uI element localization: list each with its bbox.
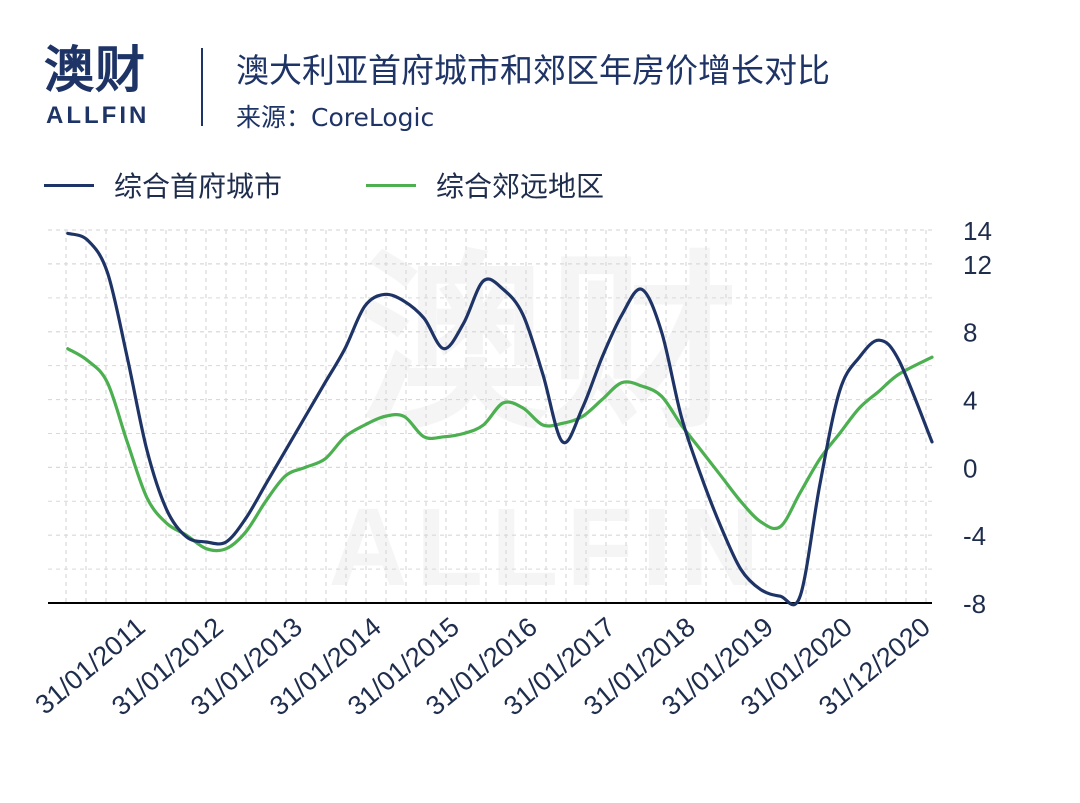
legend-label-capital: 综合首府城市 xyxy=(114,170,283,203)
y-tick-label: 0 xyxy=(963,453,977,483)
header-divider xyxy=(201,48,203,126)
y-tick-label: 12 xyxy=(963,250,992,280)
y-tick-label: 4 xyxy=(963,386,977,416)
chart-source: 来源：CoreLogic xyxy=(236,103,435,132)
watermark-cn: 澳财 xyxy=(358,234,738,455)
logo-chinese-text: 澳财 xyxy=(44,41,146,99)
watermark-en: ALLFIN xyxy=(328,486,767,609)
y-tick-label: -8 xyxy=(963,589,986,619)
series-line-regional xyxy=(66,347,934,553)
legend-label-regional: 综合郊远地区 xyxy=(436,170,605,203)
chart-legend: 综合首府城市 综合郊远地区 xyxy=(0,160,1080,210)
y-tick-label: -4 xyxy=(963,521,986,551)
legend-item-capital: 综合首府城市 xyxy=(44,160,282,210)
chart-header: 澳财 ALLFIN 澳大利亚首府城市和郊区年房价增长对比 来源：CoreLogi… xyxy=(0,0,1080,140)
chart-title: 澳大利亚首府城市和郊区年房价增长对比 xyxy=(236,51,830,90)
y-tick-label: 14 xyxy=(963,216,992,246)
legend-swatch-regional xyxy=(366,183,416,187)
legend-item-regional: 综合郊远地区 xyxy=(366,160,604,210)
y-tick-label: 8 xyxy=(963,318,977,348)
series-line-capital xyxy=(66,231,934,607)
allfin-logo: 澳财 ALLFIN xyxy=(44,40,174,130)
logo-english-text: ALLFIN xyxy=(46,102,150,129)
legend-swatch-capital xyxy=(44,183,94,187)
